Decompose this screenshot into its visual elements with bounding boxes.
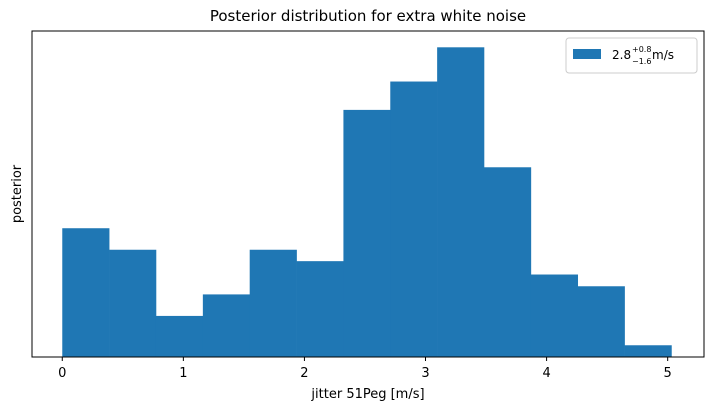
- legend: 2.8 +0.8 −1.6 m/s: [565, 37, 698, 74]
- histogram-bar: [530, 274, 579, 357]
- histogram-bar: [577, 286, 625, 357]
- histogram-bar: [109, 249, 157, 357]
- histogram-bar: [390, 81, 438, 357]
- axes-frame: [31, 30, 705, 358]
- histogram-bar: [155, 315, 204, 357]
- legend-box: [565, 37, 698, 74]
- x-tick-label: 0: [58, 366, 66, 381]
- histogram-bar: [343, 109, 391, 357]
- histogram-bar: [202, 294, 251, 357]
- x-tick-label: 4: [542, 366, 550, 381]
- histogram-bars: [62, 47, 672, 358]
- legend-swatch: [573, 49, 601, 59]
- legend-value: 2.8: [612, 48, 631, 62]
- x-tick-label: 3: [421, 366, 429, 381]
- histogram-bar: [484, 167, 532, 357]
- histogram-bar: [249, 249, 297, 357]
- histogram-bar: [62, 228, 110, 357]
- legend-lower-error: −1.6: [632, 57, 651, 66]
- x-axis-label: jitter 51Peg [m/s]: [310, 387, 424, 402]
- legend-label: 2.8: [612, 48, 631, 62]
- x-tick-label: 5: [664, 366, 672, 381]
- legend-unit: m/s: [652, 48, 674, 62]
- histogram-bar: [624, 345, 672, 357]
- x-tick-label: 2: [300, 366, 308, 381]
- x-tick-label: 1: [179, 366, 187, 381]
- y-axis-label: posterior: [10, 164, 25, 223]
- chart-title: Posterior distribution for extra white n…: [210, 7, 526, 25]
- histogram-bar: [296, 261, 344, 357]
- histogram-bar: [437, 47, 485, 358]
- legend-upper-error: +0.8: [632, 45, 651, 54]
- x-axis-ticks: 0 1 2 3 4 5: [58, 357, 672, 381]
